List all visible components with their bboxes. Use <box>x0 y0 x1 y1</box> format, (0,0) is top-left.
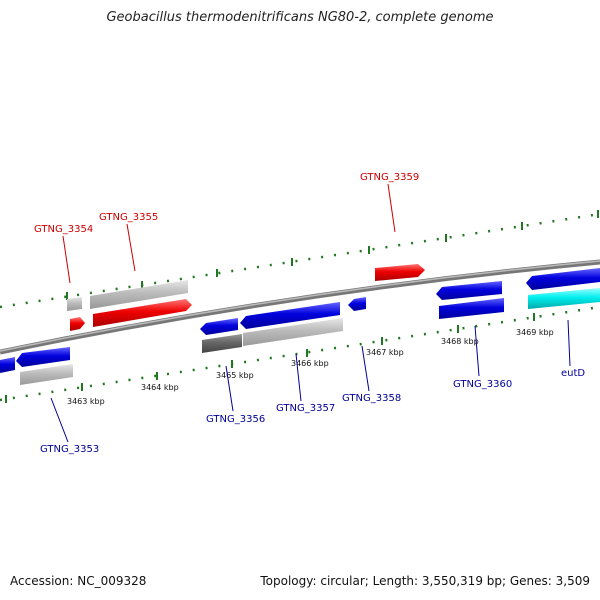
map-title: Geobacillus thermodenitrificans NG80-2, … <box>106 10 494 25</box>
upper-major-ticks <box>66 210 599 300</box>
gene-gtng-3360[interactable] <box>439 298 504 319</box>
gene-small-grey[interactable] <box>67 297 82 311</box>
kbp-label: 3467 kbp <box>366 348 404 357</box>
gene-label-gtng-3354: GTNG_3354 <box>34 224 93 235</box>
gene-gtng-3353-grey[interactable] <box>20 364 73 385</box>
forward-leader-lines <box>62 183 396 284</box>
genome-backbone <box>0 259 600 355</box>
accession-text: Accession: NC_009328 <box>10 574 147 588</box>
lower-major-ticks <box>5 313 535 403</box>
gene-label-gtng-3359: GTNG_3359 <box>360 172 419 183</box>
gene-gtng-3358[interactable] <box>348 297 366 311</box>
gene-gtng-3359[interactable] <box>375 264 425 281</box>
kbp-label: 3466 kbp <box>291 359 329 368</box>
gene-gtng-3356[interactable] <box>202 334 242 353</box>
gene-label-gtng-3353: GTNG_3353 <box>40 444 99 455</box>
gene-label-gtng-3360: GTNG_3360 <box>453 379 512 390</box>
gene-grey-3355-partner[interactable] <box>90 280 188 309</box>
reverse-leader-lines <box>50 319 571 443</box>
gene-gtng-3357[interactable] <box>243 318 343 346</box>
gene-gtng-3355[interactable] <box>93 299 192 327</box>
gene-eutD[interactable] <box>528 288 600 309</box>
kbp-label: 3464 kbp <box>141 383 179 392</box>
gene-gtng-3354[interactable] <box>70 317 85 331</box>
gene-label-gtng-3355: GTNG_3355 <box>99 212 158 223</box>
kbp-label: 3463 kbp <box>67 397 105 406</box>
gene-label-gtng-3358: GTNG_3358 <box>342 393 401 404</box>
kbp-label: 3468 kbp <box>441 337 479 346</box>
gene-gtng-3360-a[interactable] <box>436 281 502 300</box>
kbp-label: 3469 kbp <box>516 328 554 337</box>
gene-left-edge-blue[interactable] <box>0 357 15 373</box>
gene-gtng-3353[interactable] <box>16 347 70 367</box>
gene-label-eutD: eutD <box>561 368 585 379</box>
gene-label-gtng-3356: GTNG_3356 <box>206 414 265 425</box>
gene-blue-3356[interactable] <box>200 318 238 335</box>
kbp-label: 3465 kbp <box>216 371 254 380</box>
gene-label-gtng-3357: GTNG_3357 <box>276 403 335 414</box>
topology-text: Topology: circular; Length: 3,550,319 bp… <box>260 574 590 588</box>
gene-gtng-3357-blue[interactable] <box>240 302 340 329</box>
gene-eutD-blue[interactable] <box>526 268 600 290</box>
